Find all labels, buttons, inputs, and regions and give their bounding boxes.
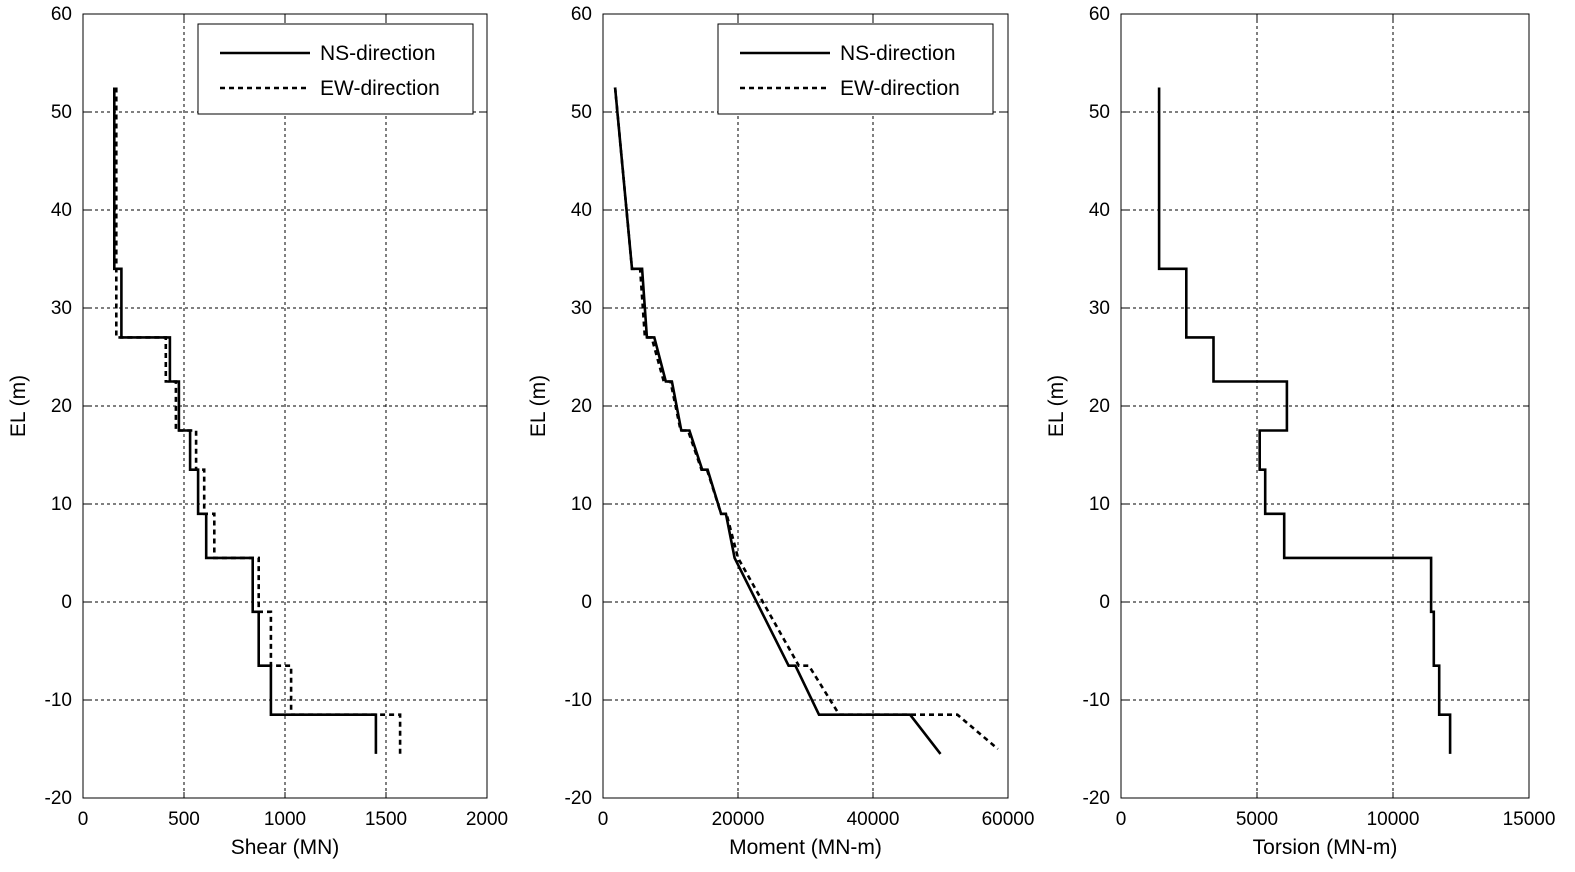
x-axis-label: Torsion (MN-m) bbox=[1253, 836, 1398, 859]
series-line-ns-direction bbox=[613, 87, 942, 755]
legend-label: NS-direction bbox=[320, 42, 436, 65]
x-tick-label: 15000 bbox=[1503, 809, 1556, 830]
y-tick-label: 50 bbox=[571, 102, 592, 123]
y-tick-label: 60 bbox=[1089, 4, 1110, 25]
x-tick-label: 5000 bbox=[1236, 809, 1278, 830]
y-tick-label: 60 bbox=[571, 4, 592, 25]
y-tick-label: 60 bbox=[51, 4, 72, 25]
x-tick-label: 500 bbox=[168, 809, 200, 830]
y-tick-label: 40 bbox=[51, 200, 72, 221]
y-tick-label: 30 bbox=[51, 298, 72, 319]
subplot-1: 0 500 1000 1500 2000 -20 -10 0 10 20 30 40 50 60 Shear… bbox=[7, 4, 508, 859]
y-tick-label: -20 bbox=[1083, 788, 1110, 809]
x-tick-label: 10000 bbox=[1367, 809, 1420, 830]
y-tick-label: -10 bbox=[45, 690, 72, 711]
y-tick-label: 0 bbox=[1099, 592, 1110, 613]
series-line-torsion bbox=[1157, 87, 1452, 754]
x-tick-label: 0 bbox=[78, 809, 89, 830]
y-axis-label: EL (m) bbox=[527, 375, 550, 437]
x-axis-label: Shear (MN) bbox=[231, 836, 340, 859]
legend: NS-direction EW-direction bbox=[717, 23, 994, 115]
series-line-ew-direction bbox=[613, 87, 999, 750]
legend-label: EW-direction bbox=[320, 77, 440, 100]
subplot-2: 0 20000 40000 60000 -20 -10 0 10 20 30 40 50 60 Momen… bbox=[527, 4, 1034, 859]
x-tick-label: 2000 bbox=[466, 809, 508, 830]
y-tick-label: 10 bbox=[1089, 494, 1110, 515]
y-tick-label: 50 bbox=[1089, 102, 1110, 123]
series-line-ns-direction bbox=[113, 87, 378, 754]
y-tick-label: 40 bbox=[571, 200, 592, 221]
y-tick-label: 20 bbox=[1089, 396, 1110, 417]
legend-box bbox=[197, 23, 474, 115]
y-tick-label: 0 bbox=[61, 592, 72, 613]
series-line-ew-direction bbox=[115, 87, 402, 754]
x-tick-label: 1000 bbox=[264, 809, 306, 830]
x-tick-label: 40000 bbox=[847, 809, 900, 830]
y-tick-label: 10 bbox=[571, 494, 592, 515]
legend: NS-direction EW-direction bbox=[197, 23, 474, 115]
y-tick-label: 50 bbox=[51, 102, 72, 123]
legend-label: EW-direction bbox=[840, 77, 960, 100]
y-tick-label: 20 bbox=[51, 396, 72, 417]
x-tick-label: 0 bbox=[1116, 809, 1127, 830]
y-tick-label: 10 bbox=[51, 494, 72, 515]
legend-box bbox=[717, 23, 994, 115]
legend-label: NS-direction bbox=[840, 42, 956, 65]
x-tick-label: 60000 bbox=[982, 809, 1035, 830]
y-tick-label: 40 bbox=[1089, 200, 1110, 221]
x-tick-label: 20000 bbox=[712, 809, 765, 830]
y-tick-label: 30 bbox=[1089, 298, 1110, 319]
y-tick-label: 30 bbox=[571, 298, 592, 319]
y-tick-label: -10 bbox=[1083, 690, 1110, 711]
y-tick-label: 0 bbox=[581, 592, 592, 613]
y-tick-label: -10 bbox=[565, 690, 592, 711]
y-tick-label: 20 bbox=[571, 396, 592, 417]
subplot-3: 0 5000 10000 15000 -20 -10 0 10 20 30 40 50 60 Torsio… bbox=[1045, 4, 1555, 859]
x-axis-label: Moment (MN-m) bbox=[729, 836, 882, 859]
y-axis-label: EL (m) bbox=[7, 375, 30, 437]
y-tick-label: -20 bbox=[45, 788, 72, 809]
y-axis-label: EL (m) bbox=[1045, 375, 1068, 437]
x-tick-label: 0 bbox=[598, 809, 609, 830]
x-tick-label: 1500 bbox=[365, 809, 407, 830]
y-tick-label: -20 bbox=[565, 788, 592, 809]
